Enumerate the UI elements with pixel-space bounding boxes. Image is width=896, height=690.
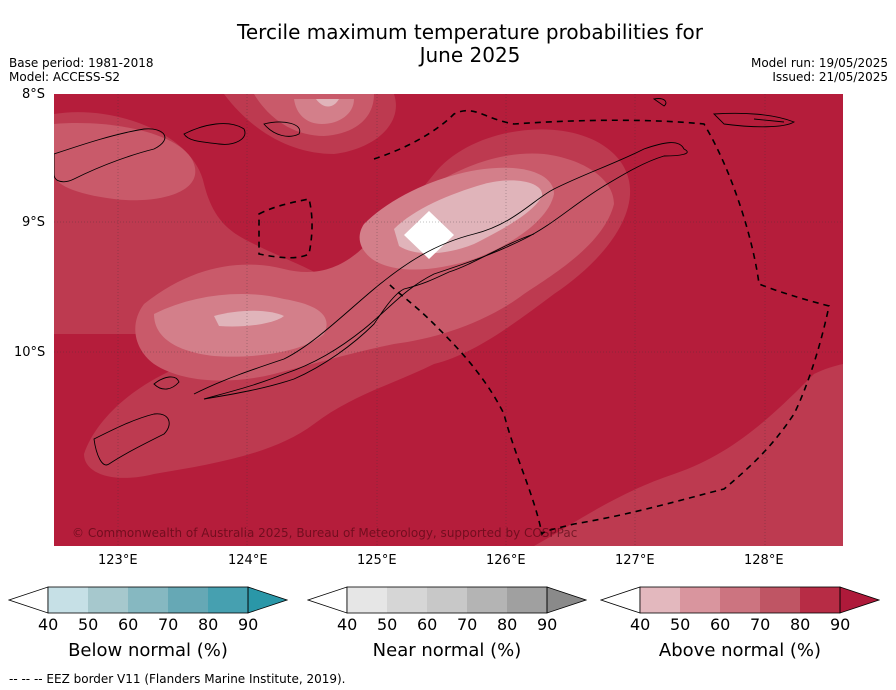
colorbar-segment [720, 587, 760, 613]
colorbar-segment [168, 587, 208, 613]
colorbar-tick-label: 50 [670, 615, 691, 634]
colorbar-tick-label: 70 [158, 615, 179, 634]
colorbar-label-below: Below normal (%) [68, 640, 228, 661]
coast-alor [54, 128, 166, 183]
lat-tick-9s: 9°S [22, 215, 46, 230]
colorbar-tick-label: 80 [198, 615, 219, 634]
colorbar-segment [347, 587, 387, 613]
copyright-text: © Commonwealth of Australia 2025, Bureau… [72, 526, 578, 540]
coast-east-islands [652, 98, 796, 128]
contour-50-left [214, 310, 284, 327]
colorbar-tick-label: 60 [417, 615, 438, 634]
lat-tick-10s: 10°S [14, 345, 46, 360]
colorbar-above-normal [600, 586, 880, 614]
lon-tick-125e: 125°E [357, 553, 397, 568]
colorbar-tick-label: 90 [830, 615, 851, 634]
colorbar-segment [208, 587, 248, 613]
colorbar-segment [48, 587, 88, 613]
colorbar-tick-label: 70 [457, 615, 478, 634]
colorbar-segment [387, 587, 427, 613]
colorbar-label-above: Above normal (%) [658, 640, 822, 661]
colorbar-below-normal [8, 586, 288, 614]
probability-map [54, 94, 843, 546]
model-run: Model run: 19/05/2025 [750, 56, 888, 70]
lon-tick-127e: 127°E [615, 553, 655, 568]
colorbar-segment [467, 587, 507, 613]
coast-semau [153, 376, 180, 390]
meta-left: Base period: 1981-2018 Model: ACCESS-S2 [9, 56, 154, 84]
coast-timor-south [203, 233, 535, 400]
model-name: Model: ACCESS-S2 [9, 70, 121, 84]
chart-title-line2: June 2025 [419, 43, 521, 67]
colorbar-right-arrow [546, 586, 587, 614]
colorbar-tick-label: 60 [710, 615, 731, 634]
colorbar-segment [680, 587, 720, 613]
colorbar-tick-label: 90 [238, 615, 259, 634]
contour-80-se [534, 364, 843, 546]
colorbar-frame [346, 586, 548, 614]
colorbar-segment [128, 587, 168, 613]
eez-border [258, 109, 830, 537]
colorbar-tick-label: 50 [377, 615, 398, 634]
eez-footer-note: -- -- -- EEZ border V11 (Flanders Marine… [9, 672, 346, 686]
coast-roti [93, 413, 170, 466]
colorbar-tick-label: 70 [750, 615, 771, 634]
colorbar-frame [639, 586, 841, 614]
colorbar-segment [88, 587, 128, 613]
colorbar-tick-label: 50 [78, 615, 99, 634]
colorbar-near-normal [307, 586, 587, 614]
colorbar-tick-label: 40 [337, 615, 358, 634]
colorbar-tick-label: 40 [630, 615, 651, 634]
colorbar-segment [640, 587, 680, 613]
contour-60-top [294, 99, 354, 124]
coast-wetar [263, 121, 301, 137]
issued-date: Issued: 21/05/2025 [772, 70, 888, 84]
base-period: Base period: 1981-2018 [9, 56, 154, 70]
lat-tick-8s: 8°S [22, 87, 46, 102]
colorbar-right-arrow [247, 586, 288, 614]
colorbar-tick-label: 80 [790, 615, 811, 634]
meta-right: Model run: 19/05/2025 Issued: 21/05/2025 [751, 56, 888, 84]
colorbar-tick-label: 60 [118, 615, 139, 634]
colorbar-segment [800, 587, 840, 613]
colorbar-right-arrow [839, 586, 880, 614]
colorbar-segment [427, 587, 467, 613]
lon-tick-123e: 123°E [98, 553, 138, 568]
colorbar-label-near: Near normal (%) [372, 640, 522, 661]
grid-lines [54, 94, 843, 546]
colorbar-left-arrow [8, 586, 49, 614]
colorbar-tick-label: 40 [38, 615, 59, 634]
colorbar-tick-label: 90 [537, 615, 558, 634]
lon-tick-126e: 126°E [486, 553, 526, 568]
lon-tick-124e: 124°E [228, 553, 268, 568]
coast-islands-west [183, 123, 246, 145]
lon-tick-128e: 128°E [744, 553, 784, 568]
colorbar-left-arrow [600, 586, 641, 614]
colorbar-left-arrow [307, 586, 348, 614]
colorbar-frame [47, 586, 249, 614]
contour-white-patch [404, 211, 454, 259]
colorbar-segment [507, 587, 547, 613]
coast-timor-north [193, 142, 688, 400]
colorbar-segment [760, 587, 800, 613]
colorbar-tick-label: 80 [497, 615, 518, 634]
chart-title-line1: Tercile maximum temperature probabilitie… [237, 20, 703, 44]
contour-50-top [316, 99, 339, 107]
coastlines [54, 98, 796, 466]
